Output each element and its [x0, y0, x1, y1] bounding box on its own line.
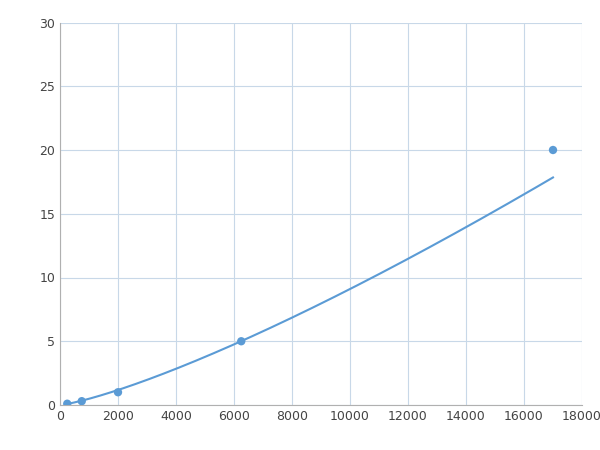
Point: [62, 400, 72, 407]
Point: [77, 398, 86, 405]
Point: [236, 338, 246, 345]
Point: [113, 389, 123, 396]
Point: [548, 146, 558, 153]
